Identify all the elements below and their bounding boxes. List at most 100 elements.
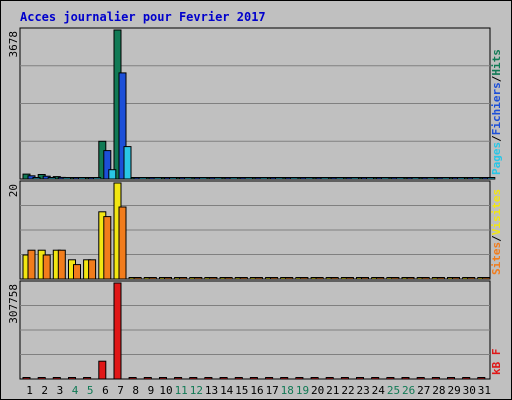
bar-sites-day-3 [57, 249, 66, 280]
bar-sites-day-30 [467, 277, 476, 280]
bar-kb-f-day-4 [68, 377, 76, 380]
bar-pages-day-20 [320, 177, 329, 180]
bar-pages-day-26 [411, 177, 420, 180]
bar-kb-f-day-30 [462, 377, 471, 380]
x-tick-label-day-16: 16 [250, 384, 263, 397]
bar-pages-day-12 [199, 177, 208, 180]
bar-kb-f-day-12 [189, 377, 198, 380]
bar-kb-f-day-25 [386, 377, 395, 380]
x-axis: 1 2 3 4 5 6 7 8 9 10 11 12 13 14 15 16 17 18 19 20 21 22 23 24 2… [26, 384, 491, 397]
bar-sites-day-17 [270, 277, 279, 280]
x-tick-label-day-6: 6 [102, 384, 109, 397]
bar-pages-day-16 [259, 177, 268, 180]
panel-visits: 20 Sites/Visites [7, 180, 503, 280]
legend-visits: Sites/Visites [490, 189, 503, 275]
bar-pages-day-29 [457, 177, 465, 180]
bar-fichiers-day-6 [103, 150, 112, 180]
x-tick-label-day-2: 2 [41, 384, 48, 397]
bar-sites-day-15 [239, 277, 248, 280]
bar-pages-day-10 [169, 177, 177, 180]
bar-sites-day-9 [148, 277, 157, 280]
x-tick-label-day-17: 17 [266, 384, 279, 397]
legend-hits: Pages/Fichiers/Hits [490, 49, 503, 175]
x-tick-label-day-24: 24 [372, 384, 386, 397]
bar-sites-day-4 [73, 264, 81, 280]
x-tick-label-day-7: 7 [117, 384, 124, 397]
legend-item-hits: Hits [490, 49, 503, 76]
bar-kb-f-day-27 [416, 377, 425, 380]
x-tick-label-day-23: 23 [356, 384, 369, 397]
bar-pages-day-28 [441, 177, 450, 180]
bar-sites-day-24 [376, 277, 385, 280]
bar-pages-day-15 [244, 177, 253, 180]
x-tick-label-day-29: 29 [447, 384, 460, 397]
bar-sites-day-20 [315, 277, 324, 280]
bar-pages-day-8 [138, 177, 147, 180]
bar-kb-f-day-23 [356, 377, 364, 380]
bar-kb-f-day-5 [83, 377, 92, 380]
x-tick-label-day-22: 22 [341, 384, 354, 397]
chart-title: Acces journalier pour Fevrier 2017 [20, 10, 266, 24]
x-tick-label-day-11: 11 [175, 384, 188, 397]
x-tick-label-day-25: 25 [387, 384, 400, 397]
x-tick-label-day-26: 26 [402, 384, 415, 397]
bar-pages-day-31 [487, 177, 496, 180]
bar-kb-f-day-2 [37, 377, 46, 380]
x-tick-label-day-19: 19 [296, 384, 309, 397]
bar-kb-f-day-20 [310, 377, 319, 380]
bar-sites-day-19 [300, 277, 309, 280]
bar-pages-day-23 [366, 177, 374, 180]
bar-pages-day-25 [396, 177, 405, 180]
bar-sites-day-5 [88, 259, 97, 280]
bar-kb-f-day-13 [204, 377, 213, 380]
x-tick-label-day-27: 27 [417, 384, 430, 397]
bar-kb-f-day-8 [128, 377, 137, 380]
bar-kb-f-day-16 [249, 377, 258, 380]
x-tick-label-day-3: 3 [57, 384, 64, 397]
bar-sites-day-21 [330, 277, 339, 280]
max-value-label-kbytes: 307758 [7, 284, 20, 324]
bar-kb-f-day-24 [371, 377, 380, 380]
x-tick-label-day-31: 31 [478, 384, 491, 397]
x-tick-label-day-10: 10 [159, 384, 172, 397]
bar-sites-day-29 [452, 277, 460, 280]
bar-sites-day-8 [133, 277, 142, 280]
x-tick-label-day-8: 8 [132, 384, 139, 397]
bar-sites-day-23 [361, 277, 369, 280]
bar-kb-f-day-26 [401, 377, 410, 380]
chart-panels: 3678Pages/Fichiers/Hits20Sites/Visites30… [7, 27, 503, 380]
bar-pages-day-14 [229, 177, 238, 180]
bar-pages-day-24 [381, 177, 390, 180]
max-value-label-visits: 20 [7, 184, 20, 197]
legend-item-visites: Visites [490, 189, 503, 235]
bar-pages-day-17 [275, 177, 284, 180]
bar-kb-f-day-6 [98, 360, 107, 380]
bar-sites-day-12 [194, 277, 203, 280]
legend-separator: / [490, 135, 503, 142]
bar-sites-day-10 [164, 277, 172, 280]
bar-kb-f-day-21 [325, 377, 334, 380]
bar-pages-day-1 [32, 177, 41, 180]
bar-pages-day-22 [350, 177, 359, 180]
bar-kb-f-day-10 [159, 377, 167, 380]
bar-kb-f-day-19 [295, 377, 304, 380]
bar-pages-day-30 [472, 177, 481, 180]
max-value-label-hits: 3678 [7, 31, 20, 58]
bar-sites-day-11 [179, 277, 188, 280]
bar-sites-day-14 [224, 277, 233, 280]
x-tick-label-day-30: 30 [463, 384, 476, 397]
bar-pages-day-5 [93, 177, 102, 180]
legend-separator: / [490, 235, 503, 242]
bar-kb-f-day-17 [265, 377, 274, 380]
x-tick-label-day-15: 15 [235, 384, 248, 397]
bar-sites-day-26 [406, 277, 415, 280]
x-tick-label-day-18: 18 [281, 384, 294, 397]
x-tick-label-day-5: 5 [87, 384, 94, 397]
bar-pages-day-21 [335, 177, 344, 180]
panel-kbytes: 307758 kB F [7, 280, 503, 380]
bar-sites-day-27 [421, 277, 430, 280]
bar-sites-day-13 [209, 277, 218, 280]
bar-sites-day-18 [285, 277, 294, 280]
bar-kb-f-day-3 [52, 377, 61, 380]
